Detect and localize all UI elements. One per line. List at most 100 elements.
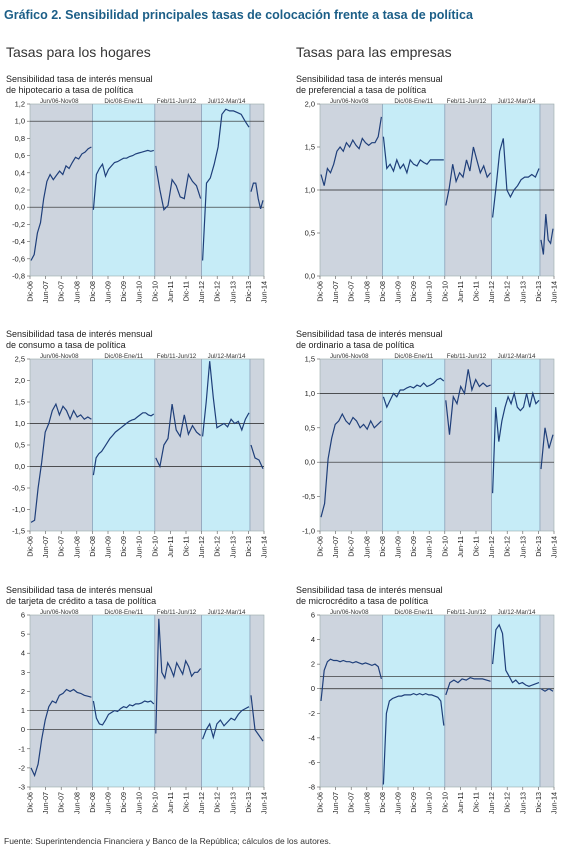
x-tick-label: Dic-07 xyxy=(347,281,356,302)
y-tick-label: -0,4 xyxy=(12,237,25,246)
series-line xyxy=(30,688,92,778)
x-tick-label: Jun-07 xyxy=(331,536,340,558)
x-tick-label: Jun-12 xyxy=(487,281,496,303)
period-label: Jun/06-Nov08 xyxy=(40,609,79,616)
period-band xyxy=(249,615,264,787)
period-label: Jul/12-Mar/14 xyxy=(498,98,536,105)
x-tick-label: Dic-07 xyxy=(57,792,66,813)
x-tick-label: Jun-09 xyxy=(394,281,403,303)
series-line xyxy=(540,427,554,470)
x-tick-label: Dic-06 xyxy=(26,792,35,813)
x-tick-label: Jun-12 xyxy=(487,536,496,558)
period-band xyxy=(30,104,93,276)
period-label: Feb/11-Jun/12 xyxy=(447,353,487,360)
x-tick-label: Jun-13 xyxy=(518,536,527,558)
period-label: Jun/06-Nov08 xyxy=(330,98,369,105)
y-tick-label: 1,0 xyxy=(305,186,315,195)
period-band xyxy=(30,615,93,787)
series-line xyxy=(92,149,154,210)
x-tick-label: Jun-08 xyxy=(362,281,371,303)
x-tick-label: Jun-14 xyxy=(260,792,269,814)
y-tick-label: 0,0 xyxy=(15,203,25,212)
period-band xyxy=(539,359,554,531)
y-tick-label: 0,5 xyxy=(305,423,315,432)
series-line xyxy=(492,391,540,494)
period-band xyxy=(92,359,155,531)
period-band xyxy=(154,359,202,531)
series-line xyxy=(155,165,202,212)
x-tick-label: Dic-12 xyxy=(503,281,512,302)
y-tick-label: -0,5 xyxy=(302,492,315,501)
x-tick-label: Jun-10 xyxy=(135,792,144,814)
x-tick-label: Dic-11 xyxy=(182,536,191,556)
y-tick-label: 1,5 xyxy=(305,355,315,364)
x-tick-label: Jun-12 xyxy=(487,792,496,814)
series-line xyxy=(202,706,250,740)
period-label: Dic/08-Ene/11 xyxy=(394,98,433,105)
period-label: Jun/06-Nov08 xyxy=(330,353,369,360)
x-tick-label: Dic-06 xyxy=(316,281,325,302)
period-band xyxy=(154,615,202,787)
x-tick-label: Dic-06 xyxy=(316,536,325,557)
x-tick-label: Jun-11 xyxy=(456,792,465,813)
x-tick-label: Jun-08 xyxy=(362,536,371,558)
period-label: Jul/12-Mar/14 xyxy=(208,609,246,616)
series-line xyxy=(202,361,250,437)
series-line xyxy=(445,677,491,696)
y-tick-label: 0,8 xyxy=(15,134,25,143)
x-tick-label: Jun-13 xyxy=(228,792,237,814)
y-tick-label: 1,0 xyxy=(15,419,25,428)
series-line xyxy=(320,412,382,518)
period-band xyxy=(444,359,492,531)
series-line xyxy=(382,136,444,175)
x-tick-label: Dic-13 xyxy=(534,536,543,557)
y-tick-label: 0,0 xyxy=(15,462,25,471)
period-label: Feb/11-Jun/12 xyxy=(157,98,197,105)
x-tick-label: Jun-13 xyxy=(518,281,527,303)
x-tick-label: Dic-09 xyxy=(409,792,418,813)
period-band xyxy=(539,615,554,787)
x-tick-label: Jun-13 xyxy=(518,792,527,814)
period-band xyxy=(382,359,445,531)
period-band xyxy=(92,104,155,276)
y-tick-label: -0,6 xyxy=(12,254,25,263)
period-band xyxy=(201,104,250,276)
series-line xyxy=(320,658,382,702)
period-label: Jun/06-Nov08 xyxy=(40,353,79,360)
x-tick-label: Dic-10 xyxy=(150,281,159,302)
x-tick-label: Dic-09 xyxy=(409,536,418,557)
x-tick-label: Dic-09 xyxy=(119,536,128,557)
y-tick-label: 0,0 xyxy=(305,272,315,281)
x-tick-label: Jun-10 xyxy=(135,281,144,303)
y-tick-label: -0,5 xyxy=(12,484,25,493)
x-tick-label: Jun-07 xyxy=(41,536,50,558)
x-tick-label: Dic-08 xyxy=(378,792,387,813)
x-tick-label: Dic-10 xyxy=(440,281,449,302)
x-tick-label: Dic-08 xyxy=(88,281,97,302)
chart-title-ordinario: Sensibilidad tasa de interés mensual de … xyxy=(296,329,443,350)
y-tick-label: 1 xyxy=(21,706,25,715)
y-tick-label: 5 xyxy=(21,630,25,639)
series-line xyxy=(445,369,491,435)
y-tick-label: 1,5 xyxy=(15,398,25,407)
x-tick-label: Dic-06 xyxy=(26,536,35,557)
y-tick-label: 2,5 xyxy=(15,355,25,364)
period-label: Feb/11-Jun/12 xyxy=(157,609,197,616)
x-tick-label: Dic-13 xyxy=(244,281,253,302)
period-label: Jul/12-Mar/14 xyxy=(498,353,536,360)
x-tick-label: Jun-12 xyxy=(197,536,206,558)
series-line xyxy=(250,695,264,742)
y-tick-label: -1,0 xyxy=(12,505,25,514)
period-label: Jun/06-Nov08 xyxy=(330,609,369,616)
chart-panel-ordinario: Sensibilidad tasa de interés mensual de … xyxy=(294,329,564,569)
x-tick-label: Dic-07 xyxy=(347,792,356,813)
x-tick-label: Dic-12 xyxy=(503,536,512,557)
x-tick-label: Jun-11 xyxy=(166,792,175,813)
series-line xyxy=(202,108,250,261)
period-label: Dic/08-Ene/11 xyxy=(104,353,143,360)
x-tick-label: Jun-11 xyxy=(456,281,465,302)
x-tick-label: Jun-13 xyxy=(228,536,237,558)
period-band xyxy=(491,615,540,787)
plot-frame xyxy=(319,358,555,532)
y-tick-label: 6 xyxy=(311,611,315,620)
